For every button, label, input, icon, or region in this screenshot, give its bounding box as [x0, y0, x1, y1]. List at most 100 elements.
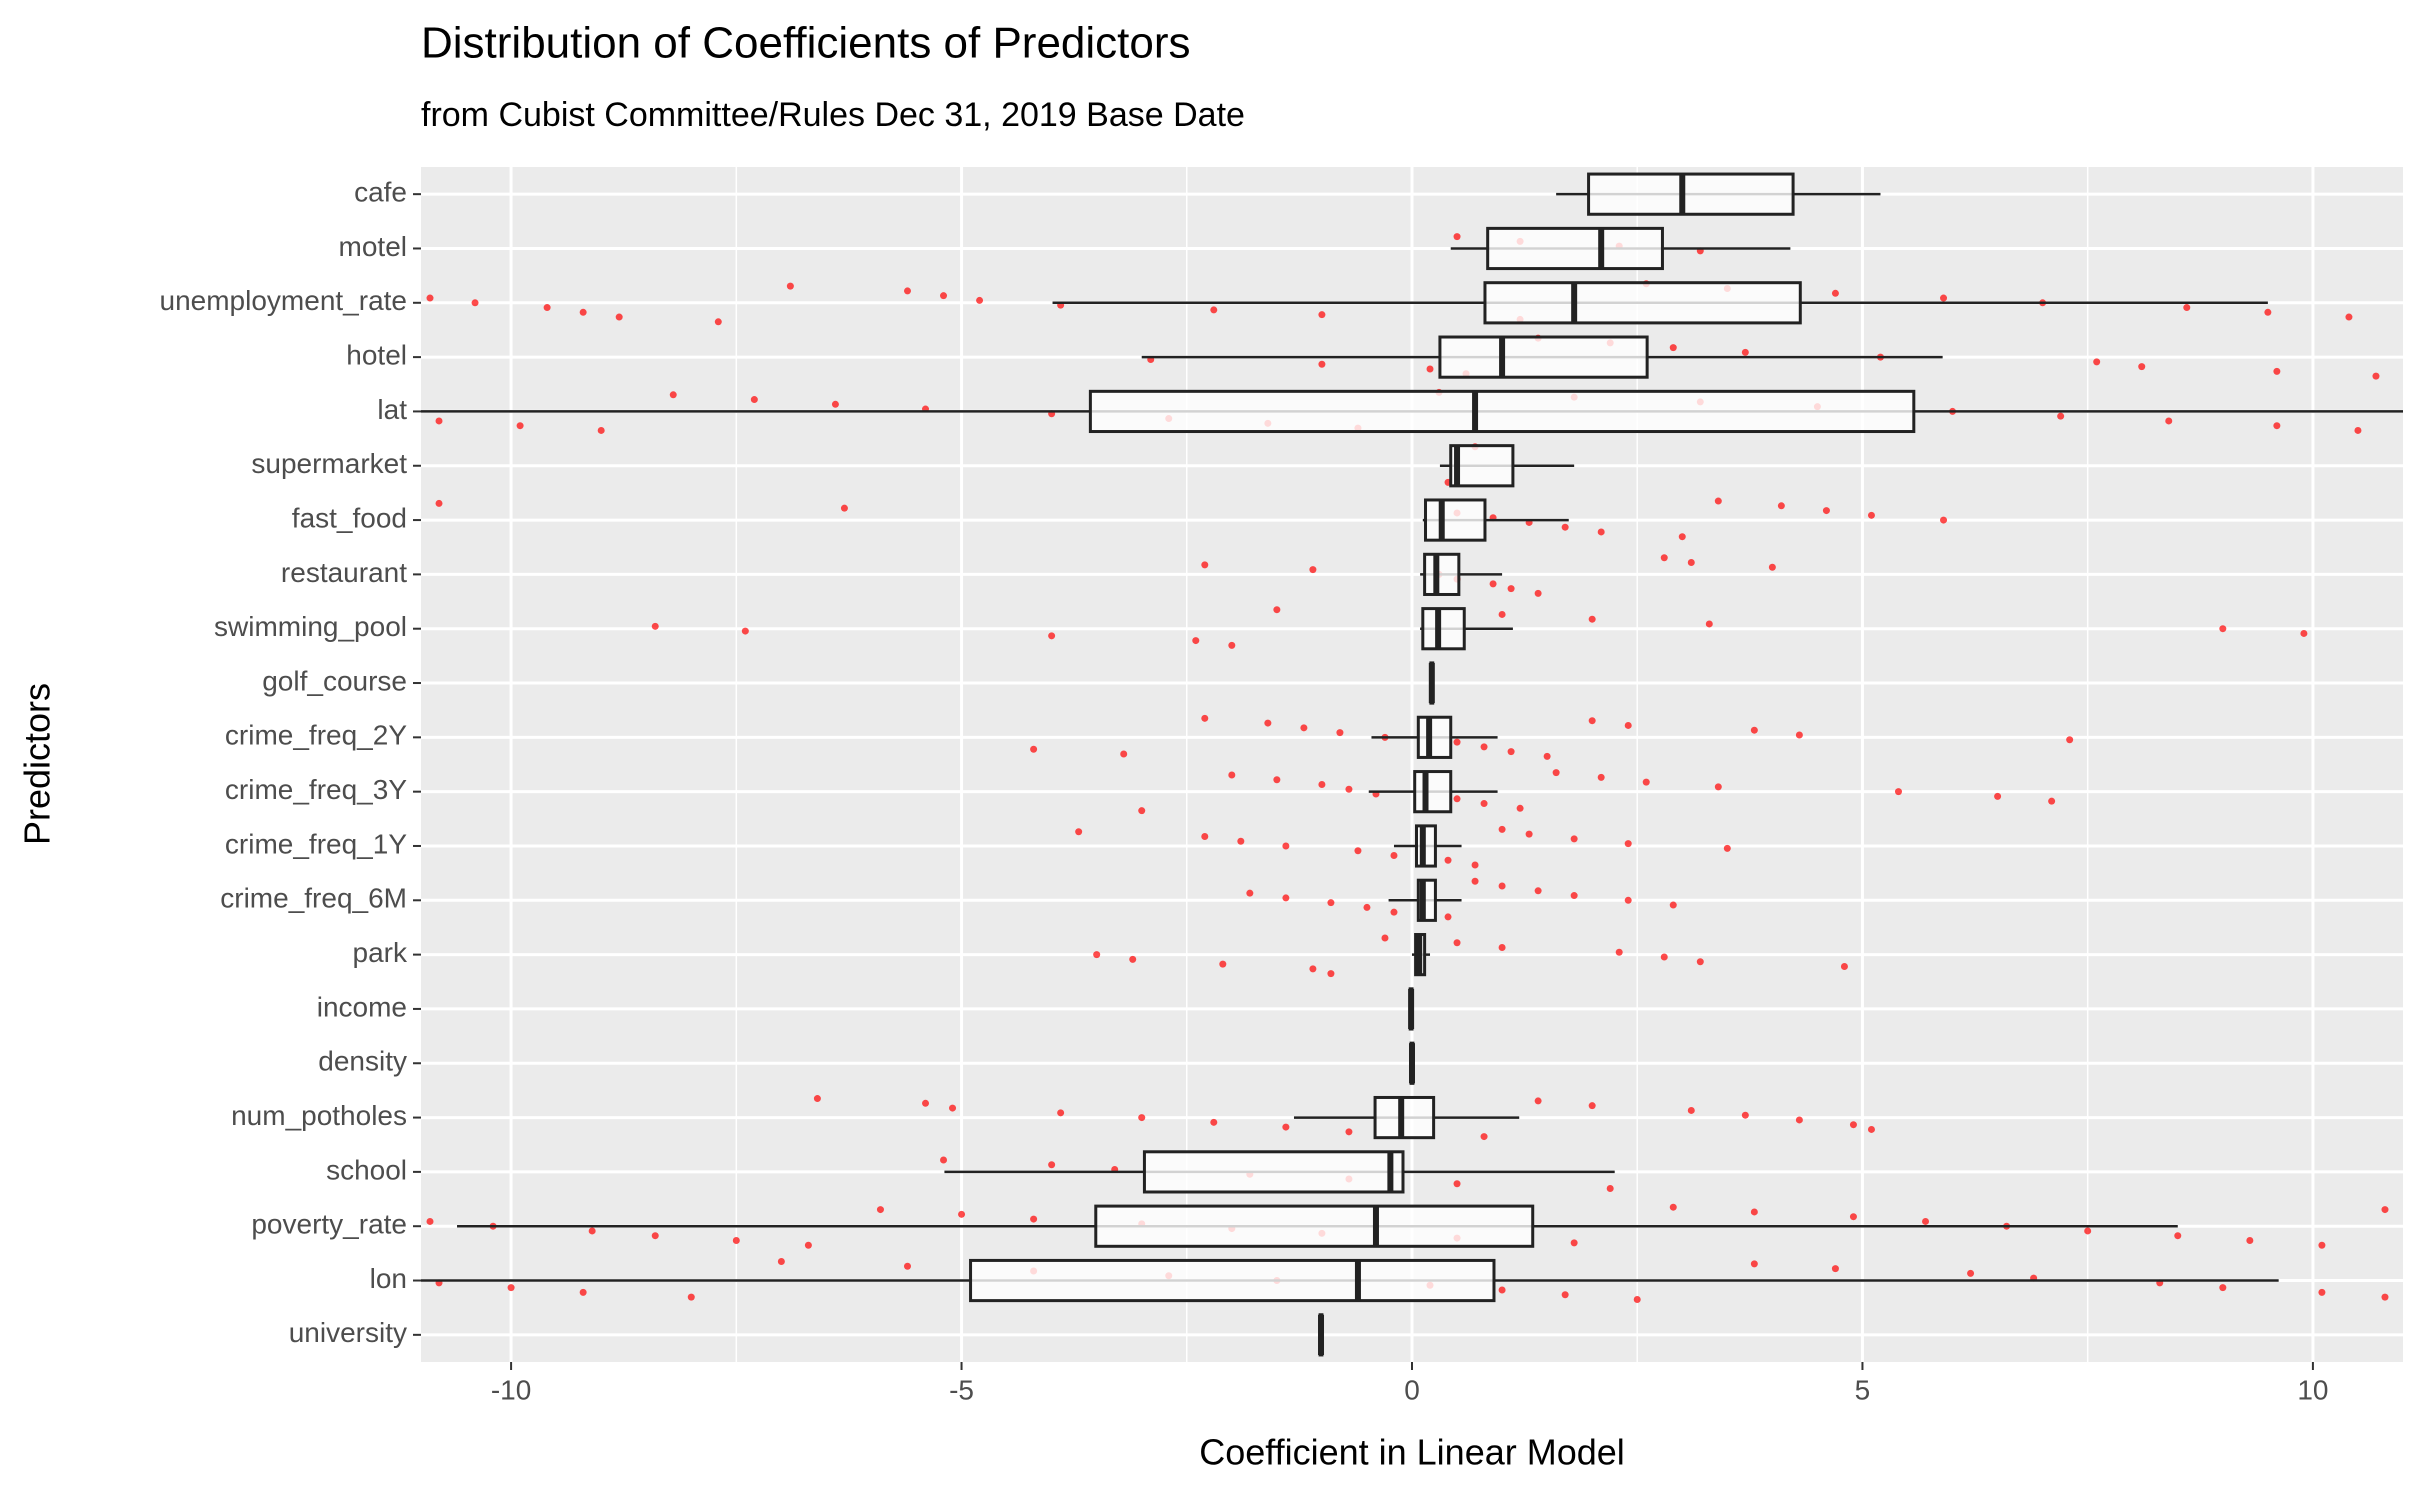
point	[1570, 892, 1578, 900]
point	[1507, 748, 1515, 756]
box	[1483, 281, 1802, 325]
box	[1415, 824, 1437, 868]
point	[1561, 523, 1569, 531]
point	[1660, 953, 1668, 961]
point	[579, 1288, 587, 1296]
point	[1867, 511, 1875, 519]
point	[1489, 580, 1497, 588]
point	[1750, 1208, 1758, 1216]
point	[958, 1210, 966, 1218]
point	[1516, 804, 1524, 812]
point	[1588, 615, 1596, 623]
box	[1413, 770, 1453, 814]
point	[1264, 719, 1272, 727]
x-tick-label: -10	[491, 1374, 531, 1405]
marks	[421, 172, 2403, 1357]
point	[435, 499, 443, 507]
y-tick-label: cafe	[354, 177, 407, 208]
point	[1624, 721, 1632, 729]
point	[949, 1104, 957, 1112]
point	[2165, 417, 2173, 425]
box	[1438, 335, 1649, 379]
point	[922, 1099, 930, 1107]
point	[2183, 304, 2191, 312]
y-tick-label: crime_freq_2Y	[225, 720, 407, 751]
point	[1093, 951, 1101, 959]
point	[2093, 358, 2101, 366]
point	[579, 308, 587, 316]
x-tick-label: 10	[2297, 1374, 2328, 1405]
point	[1318, 360, 1326, 368]
point	[786, 282, 794, 290]
y-tick-label: motel	[339, 231, 407, 262]
point	[1471, 877, 1479, 885]
point	[1273, 606, 1281, 614]
point	[2219, 1284, 2227, 1292]
point	[1444, 913, 1452, 921]
point	[1768, 563, 1776, 571]
point	[1633, 1296, 1641, 1304]
point	[1048, 1161, 1056, 1169]
point	[1273, 776, 1281, 784]
chart-subtitle: from Cubist Committee/Rules Dec 31, 2019…	[421, 96, 1245, 134]
y-tick-label: fast_food	[292, 502, 407, 533]
y-tick-label: hotel	[346, 340, 407, 371]
point	[1534, 1097, 1542, 1105]
point	[597, 426, 605, 434]
point	[1714, 497, 1722, 505]
box	[1424, 498, 1487, 542]
point	[1201, 714, 1209, 722]
point	[2318, 1241, 2326, 1249]
y-tick-label: unemployment_rate	[160, 285, 407, 316]
box	[1587, 172, 1795, 216]
box	[1486, 226, 1664, 271]
point	[1228, 771, 1236, 779]
point	[1345, 785, 1353, 793]
point	[1453, 233, 1461, 241]
point	[1849, 1213, 1857, 1221]
point	[2354, 426, 2362, 434]
point	[1210, 1118, 1218, 1126]
box	[1094, 1204, 1535, 1248]
point	[1480, 743, 1488, 751]
y-tick-label: restaurant	[281, 557, 407, 588]
point	[2219, 625, 2227, 633]
box	[1416, 715, 1453, 759]
point	[588, 1227, 596, 1235]
x-tick-label: -5	[949, 1374, 974, 1405]
point	[1210, 306, 1218, 314]
point	[1624, 896, 1632, 904]
point	[507, 1284, 515, 1292]
point	[471, 299, 479, 307]
point	[813, 1095, 821, 1103]
box	[1088, 389, 1916, 434]
point	[714, 318, 722, 326]
point	[426, 294, 434, 302]
point	[1795, 731, 1803, 739]
point	[1075, 828, 1083, 836]
point	[669, 391, 677, 399]
point	[804, 1241, 812, 1249]
point	[1687, 1106, 1695, 1114]
point	[1498, 882, 1506, 890]
point	[1705, 620, 1713, 628]
point	[1570, 1239, 1578, 1247]
box	[1421, 607, 1466, 651]
point	[1237, 837, 1245, 845]
point	[1498, 1286, 1506, 1294]
point	[1381, 934, 1389, 942]
point	[2138, 363, 2146, 371]
y-axis-title: Predictors	[17, 683, 58, 845]
point	[2273, 422, 2281, 430]
point	[2066, 736, 2074, 744]
point	[1741, 348, 1749, 356]
point	[1994, 792, 2002, 800]
point	[1480, 800, 1488, 808]
box	[1142, 1150, 1405, 1194]
point	[750, 396, 758, 404]
y-tick-label: park	[353, 937, 408, 968]
point	[543, 304, 551, 312]
point	[940, 292, 948, 300]
box	[1373, 1095, 1436, 1140]
point	[1597, 528, 1605, 536]
